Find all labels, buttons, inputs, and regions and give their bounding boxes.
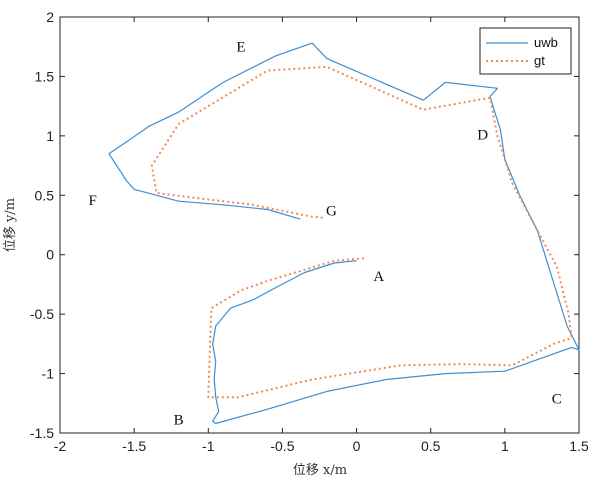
y-tick-label: 2: [46, 9, 54, 25]
point-label-e: E: [236, 39, 245, 55]
x-tick-label: 1.5: [569, 438, 589, 454]
point-label-c: C: [552, 391, 562, 407]
legend-box: [479, 27, 572, 75]
y-tick-label: 0: [46, 247, 54, 263]
x-tick-label: -2: [54, 438, 67, 454]
y-tick-label: -1: [42, 366, 55, 382]
y-axis-label: 位移 y/m: [3, 198, 18, 252]
axis-ticks: -2 -1.5 -1 -0.5 0 0.5 1 1.5-1.5-1-0.500.511.52: [30, 9, 589, 454]
y-tick-label: 0.5: [35, 187, 55, 203]
point-label-b: B: [174, 413, 184, 429]
series-line-gt: [150, 65, 573, 399]
plot-frame: [59, 16, 580, 434]
x-tick-label: -0.5: [270, 438, 294, 454]
x-axis-label: 位移 x/m: [293, 463, 347, 478]
point-label-f: F: [88, 193, 96, 209]
x-tick-label: 0: [353, 438, 361, 454]
point-label-g: G: [326, 203, 337, 219]
series-line-uwb: [108, 42, 580, 425]
y-tick-label: -1.5: [30, 425, 54, 441]
x-tick-label: 0.5: [421, 438, 441, 454]
x-tick-label: -1.5: [122, 438, 146, 454]
y-tick-label: 1.5: [35, 68, 55, 84]
point-annotations: A B C D E F G: [88, 39, 561, 428]
x-tick-label: 1: [501, 438, 509, 454]
legend-label-gt: gt: [534, 53, 545, 68]
point-label-a: A: [373, 269, 384, 285]
x-tick-label: -1: [202, 438, 215, 454]
y-tick-label: 1: [46, 128, 54, 144]
point-label-d: D: [477, 127, 488, 143]
legend: uwb gt: [479, 27, 572, 75]
series-group: [108, 42, 580, 425]
y-tick-label: -0.5: [30, 306, 54, 322]
legend-label-uwb: uwb: [534, 35, 558, 50]
